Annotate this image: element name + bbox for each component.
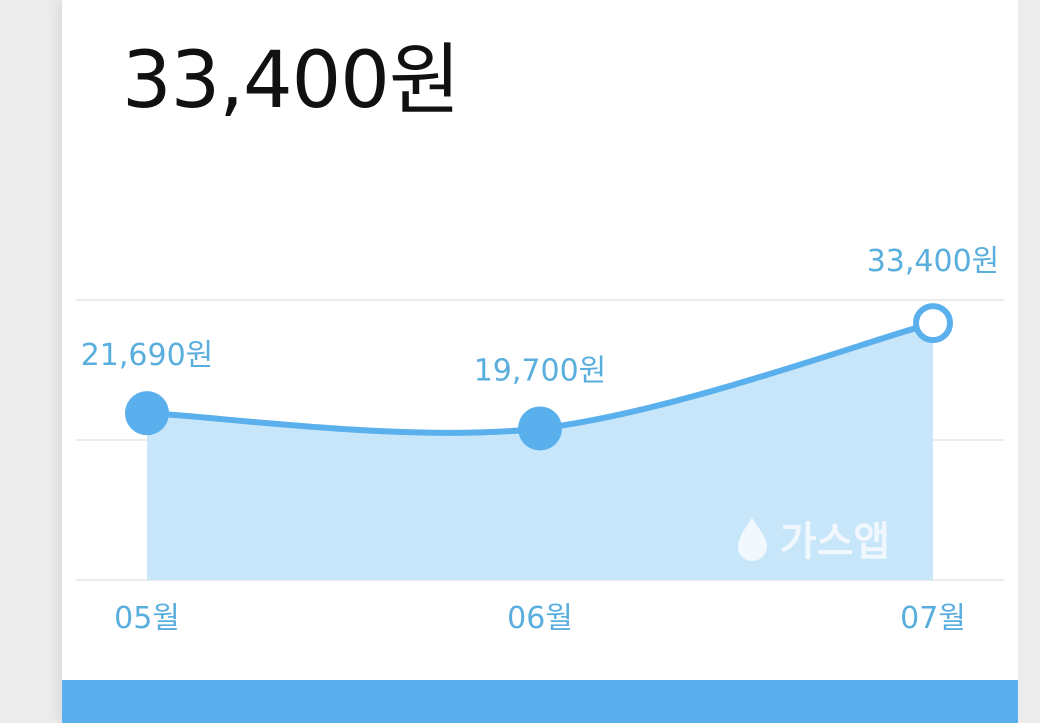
x-tick-label: 05월: [114, 601, 180, 636]
x-tick-label: 07월: [900, 601, 966, 636]
area: [147, 323, 933, 580]
watermark-icon: [738, 518, 767, 561]
action-bar[interactable]: [62, 680, 1018, 723]
watermark-text: 가스앱: [780, 519, 890, 565]
value-label: 33,400원: [867, 244, 1000, 279]
value-label: 21,690원: [81, 338, 214, 373]
total-amount: 33,400원: [122, 36, 461, 126]
data-point: [518, 406, 562, 451]
data-point: [125, 391, 169, 436]
value-label: 19,700원: [474, 353, 607, 388]
chart: 가스앱 21,690원 05월 19,700원 06월 33,400원 07월: [76, 244, 1004, 636]
x-tick-label: 06월: [507, 601, 573, 636]
watermark: 가스앱: [738, 518, 890, 565]
data-point: [913, 303, 953, 344]
